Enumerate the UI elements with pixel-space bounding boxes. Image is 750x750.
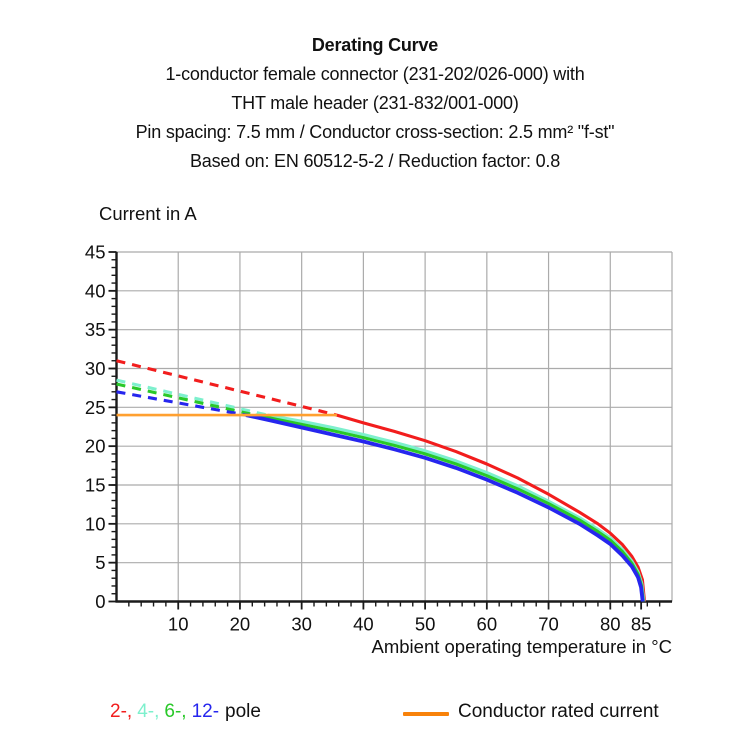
legend-pole-word: pole [225, 701, 261, 722]
x-tick-label: 80 [600, 614, 621, 635]
y-tick-label: 35 [85, 319, 106, 340]
legend-pole-labels: 2-, 4-, 6-, 12- pole [110, 701, 266, 723]
curve-2-pole-dashed [116, 359, 338, 417]
y-tick-label: 15 [85, 475, 106, 496]
x-tick-label: 70 [538, 614, 559, 635]
x-tick-label: 20 [230, 614, 251, 635]
x-tick-label: 40 [353, 614, 374, 635]
curve-12-pole-solid [245, 413, 645, 602]
x-tick-label: 50 [415, 614, 436, 635]
chart-subtitle-1: 1-conductor female connector (231-202/02… [165, 64, 585, 84]
y-tick-label: 5 [95, 552, 105, 573]
chart-title-block: Derating Curve 1-conductor female connec… [0, 31, 750, 176]
y-tick-label: 25 [85, 397, 106, 418]
curve-6-pole-dashed [116, 382, 256, 417]
curve-6-pole-solid [255, 413, 645, 602]
legend-pole-item: 2-, [110, 701, 133, 722]
x-tick-label: 10 [168, 614, 189, 635]
curve-4-pole-dashed [116, 378, 269, 417]
chart-title: Derating Curve [311, 35, 439, 55]
curve-4-pole-solid [267, 413, 646, 602]
legend-pole-item: 4-, [137, 701, 160, 722]
curve-12-pole-dashed [116, 390, 247, 417]
legend-pole-item: 12- [191, 701, 220, 722]
curve-2-pole-solid [336, 413, 647, 602]
x-tick-label: 85 [631, 614, 652, 635]
y-tick-label: 20 [85, 436, 106, 457]
legend-rated-current-label: Conductor rated current [458, 701, 659, 722]
chart-subtitle-2: THT male header (231-832/001-000) [231, 93, 519, 113]
chart-subtitle-4: Based on: EN 60512-5-2 / Reduction facto… [189, 151, 561, 171]
legend-pole-item: 6-, [164, 701, 187, 722]
y-tick-label: 0 [95, 591, 105, 612]
legend-rated-current-line-swatch [403, 712, 449, 716]
x-tick-label: 60 [477, 614, 498, 635]
y-tick-label: 10 [85, 513, 106, 534]
y-tick-label: 30 [85, 358, 106, 379]
y-tick-label: 45 [85, 242, 106, 263]
y-axis-title: Current in A [99, 203, 197, 224]
y-tick-label: 40 [85, 280, 106, 301]
chart-subtitle-3: Pin spacing: 7.5 mm / Conductor cross-se… [135, 122, 615, 142]
x-axis-title: Ambient operating temperature in °C [371, 636, 672, 657]
x-tick-label: 30 [291, 614, 312, 635]
